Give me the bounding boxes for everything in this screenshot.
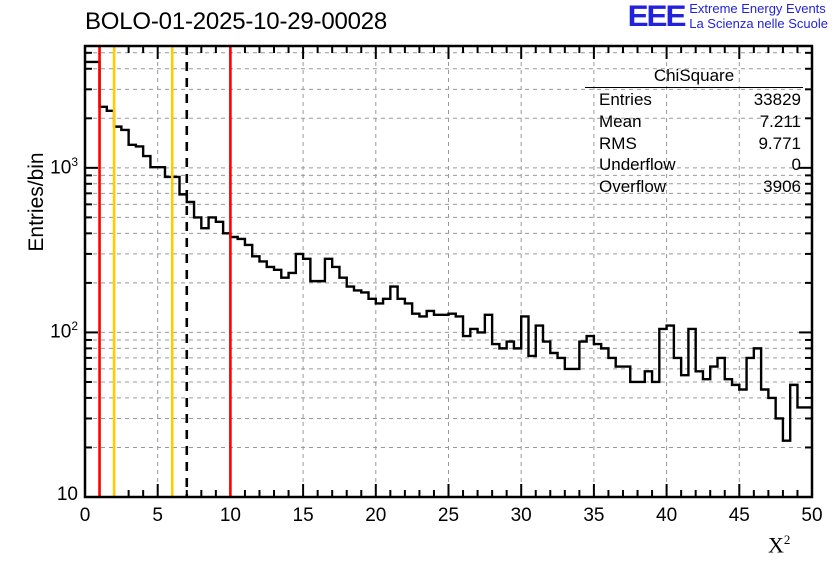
plot-frame [83,44,814,499]
stats-row-value: 7.211 [759,111,801,131]
stats-box-title: ChiSquare [585,66,803,88]
stats-row-key: Mean [599,111,642,131]
y-tick-label: 10 [0,484,78,506]
x-axis-label-exponent: 2 [783,532,791,547]
x-axis-label-base: X [768,532,784,558]
stats-row-value: 0 [791,155,801,175]
stats-row-value: 9.771 [758,133,801,153]
eee-logo-line2: La Scienza nelle Scuole [689,16,828,31]
histogram-curve [85,60,812,442]
stats-row-key: Entries [599,90,652,109]
y-tick-label-base: 10 [50,157,72,179]
eee-logo: EEE Extreme Energy Events La Scienza nel… [627,0,828,33]
x-tick-label: 15 [292,505,314,526]
stats-row: Overflow 3906 [585,176,803,198]
x-tick-label: 35 [583,505,605,526]
y-tick-label: 102 [0,319,78,343]
stats-row-key: Underflow [599,155,676,175]
stats-row: Mean 7.211 [585,111,803,133]
x-tick-label: 20 [365,505,387,526]
stats-row-key: Overflow [599,177,667,196]
x-tick-label: 0 [79,505,91,526]
y-tick-label-base: 10 [50,321,72,343]
y-tick-label: 103 [0,155,78,179]
x-tick-label: 5 [152,505,163,526]
eee-logo-text: Extreme Energy Events La Scienza nelle S… [689,2,828,31]
stats-row-key: RMS [599,133,637,153]
x-tick-label: 25 [437,505,460,526]
y-axis-label: Entries/bin [25,152,48,252]
x-axis-label: X2 [768,532,790,558]
x-tick-label: 45 [728,505,750,526]
y-tick-label-exponent: 3 [71,154,78,169]
stats-row: Underflow 0 [585,154,803,176]
eee-logo-line1: Extreme Energy Events [689,1,826,17]
stats-row: Entries 33829 [585,89,803,111]
eee-logo-mark: EEE [627,0,687,33]
x-tick-label: 30 [510,505,532,526]
page-title: BOLO-01-2025-10-29-00028 [85,8,388,35]
y-tick-label-base: 10 [56,484,78,505]
x-tick-label: 10 [219,505,241,526]
x-tick-label: 40 [656,505,678,526]
x-tick-label: 50 [801,505,823,526]
stats-row-value: 33829 [753,90,801,109]
stats-rows: Entries 33829 Mean 7.211 RMS 9.771 Underflow 0 O… [585,89,803,198]
stats-row: RMS 9.771 [585,133,803,155]
stats-box: ChiSquare Entries 33829 Mean 7.211 RMS 9.771 U… [585,66,803,198]
stats-row-value: 3906 [763,177,801,196]
y-tick-label-exponent: 2 [71,319,78,334]
